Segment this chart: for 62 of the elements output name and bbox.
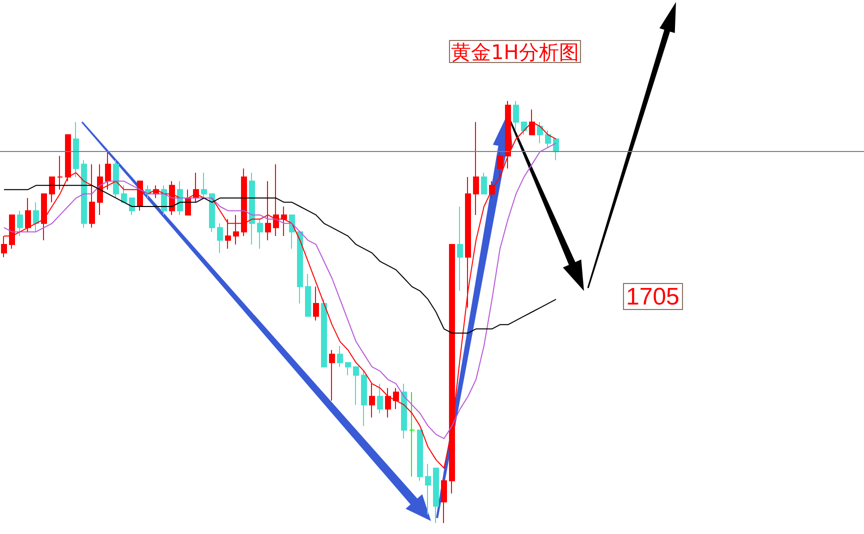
candlestick [353,366,359,406]
candlestick [17,210,23,237]
text: 1705 [626,284,680,310]
candlestick [113,160,119,199]
candlestick [73,122,79,178]
candlestick [369,383,375,418]
candlestick [401,383,407,440]
candlestick [513,100,519,132]
candlestick [249,172,255,245]
candlestick [481,172,487,194]
candlestick [553,138,559,161]
chart-title: 黄金1H分析图 [451,40,579,64]
candlestick [329,349,335,402]
candlestick [441,480,447,524]
candlestick [393,387,399,410]
candlestick [65,134,71,182]
candlestick [121,184,127,203]
candlestick [41,193,47,241]
candlestick [457,206,463,292]
candlestick [417,430,423,482]
candlestick [305,274,311,317]
candlestick [209,193,215,232]
candlestick [409,392,415,478]
candlestick [273,164,279,237]
candlestick [201,172,207,199]
candlestick [81,160,87,228]
candlestick [537,122,543,144]
candlestick [193,172,199,203]
candlestick [433,468,439,524]
candlestick [233,214,239,245]
candlestick [321,298,327,368]
candlestick [377,383,383,414]
candlestick [425,463,431,516]
candlestick [297,231,303,304]
candlestick [241,168,247,237]
candlestick [385,387,391,418]
candlestick [337,345,343,368]
candlestick [281,206,287,237]
candlestick [345,362,351,376]
candlestick [137,180,143,212]
candlestick [97,164,103,216]
candlestick [257,218,263,250]
candlestick [57,155,63,190]
candlestick [473,122,479,216]
candlestick [89,164,95,228]
candlestick [313,286,319,321]
candlestick [25,198,31,232]
candlestick [361,370,367,426]
candlestick [465,176,471,308]
candlestick [9,214,15,250]
candlestick [169,180,175,216]
candlestick [129,198,135,216]
candlestick [105,151,111,190]
candlestick [217,222,223,254]
candlestick [521,122,527,136]
candlestick [225,218,231,250]
candlestick [497,151,503,178]
candlestick [265,180,271,241]
candlestick [545,130,551,148]
candlestick [49,176,55,203]
candlestick [33,202,39,232]
candlestick [185,189,191,216]
